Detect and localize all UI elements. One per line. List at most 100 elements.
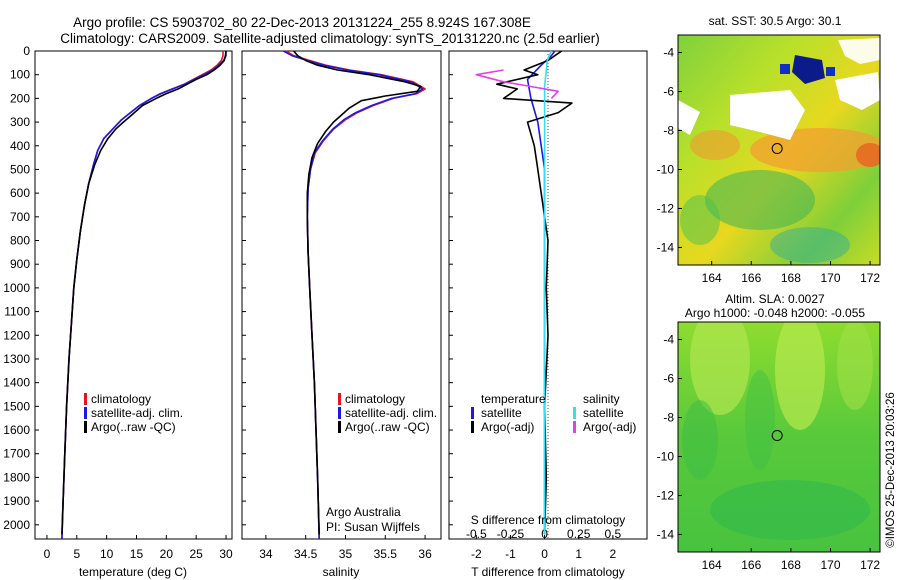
map-y-tick-label: -12 — [657, 488, 675, 502]
credit-institution: Argo Australia — [326, 505, 401, 519]
salinity-profile-lines — [283, 50, 426, 540]
sst-map-x-ticks: 164 166 168 170 172 — [702, 261, 880, 285]
imos-timestamp: ©IMOS 25-Dec-2013 20:03:26 — [885, 392, 897, 548]
legend-swatch-argo — [338, 421, 341, 433]
legend-label-argo: Argo(..raw -QC) — [91, 420, 176, 434]
legend-label-s-satellite: satellite — [583, 406, 624, 420]
header-line-1: Argo profile: CS 5903702_80 22-Dec-2013 … — [73, 15, 531, 30]
depth-tick-label: 1100 — [4, 305, 30, 319]
map-y-tick-label: -8 — [663, 411, 674, 425]
depth-tick-label: 1600 — [3, 423, 30, 437]
salinity-axis-label: salinity — [323, 565, 360, 579]
legend-swatch-climatology — [338, 393, 341, 405]
x-tick-label: 10 — [100, 547, 114, 561]
depth-tick-label: 900 — [10, 257, 30, 271]
depth-tick-label: 500 — [10, 162, 30, 176]
x-tick-label: 0 — [541, 547, 548, 561]
argo-float-marker — [771, 430, 783, 442]
map-y-tick-label: -8 — [663, 124, 674, 138]
x-tick-label: 1 — [575, 547, 582, 561]
legend-label-satellite: satellite-adj. clim. — [91, 406, 183, 420]
x-tick-label: -2 — [471, 547, 482, 561]
legend-label-satellite: satellite-adj. clim. — [345, 406, 437, 420]
depth-tick-label: 1900 — [3, 494, 30, 508]
depth-tick-label: 400 — [10, 139, 30, 153]
temperature-axis-label: temperature (deg C) — [79, 565, 187, 579]
t-difference-axis-label: T difference from climatology — [471, 565, 625, 579]
temperature-panel-frame — [34, 50, 233, 540]
difference-legend: temperature salinity satellite Argo(-adj… — [471, 392, 636, 434]
map-y-tick-label: -4 — [663, 46, 674, 60]
difference-profile-lines — [475, 50, 573, 535]
depth-tick-label: 1300 — [3, 352, 30, 366]
map-x-tick-label: 172 — [860, 558, 880, 572]
map-y-tick-label: -14 — [657, 527, 675, 541]
sla-map-subtitle: Argo h1000: -0.048 h2000: -0.055 — [685, 306, 865, 320]
map-x-tick-label: 166 — [741, 558, 761, 572]
legend-swatch-climatology — [84, 393, 87, 405]
depth-tick-label: 1700 — [3, 447, 30, 461]
legend-label-climatology: climatology — [91, 392, 151, 406]
series-line-climatology — [61, 51, 224, 540]
map-x-tick-label: 164 — [702, 271, 722, 285]
depth-tick-label: 1000 — [3, 281, 30, 295]
series-line-temperature-satellite — [526, 50, 556, 535]
x-tick-label: 20 — [160, 547, 174, 561]
temperature-x-ticks: 0 5 10 15 20 25 30 — [44, 535, 233, 561]
x-tick-label: 15 — [130, 547, 144, 561]
x-tick-label: 30 — [219, 547, 233, 561]
argo-float-marker — [771, 143, 783, 155]
x-tick-label: 5 — [73, 547, 80, 561]
s-difference-x-ticks: -0.5 -0.25 0 0.25 0.5 — [466, 527, 622, 541]
series-line-climatology — [285, 50, 426, 540]
salinity-legend: climatology satellite-adj. clim. Argo(..… — [338, 392, 437, 434]
depth-axis-ticks: 0 100 200 300 400 500 600 700 800 900 1000 1100 1200… — [3, 44, 453, 532]
s-diff-tick-label: -0.5 — [466, 527, 487, 541]
legend-label-climatology: climatology — [345, 392, 405, 406]
map-y-tick-label: -12 — [657, 201, 675, 215]
salinity-panel-frame — [241, 50, 442, 540]
map-y-tick-label: -10 — [657, 449, 675, 463]
depth-tick-label: 200 — [10, 91, 30, 105]
series-line-satellite-adj-clim — [283, 50, 424, 540]
credit-pi: PI: Susan Wijffels — [326, 520, 420, 534]
x-tick-label: 35.5 — [374, 547, 398, 561]
depth-tick-label: 1200 — [3, 328, 30, 342]
legend-swatch-satellite — [338, 407, 341, 419]
s-diff-tick-label: 0.25 — [567, 527, 591, 541]
depth-tick-label: 1500 — [3, 399, 30, 413]
series-line-argo-raw-qc — [293, 50, 422, 535]
sst-map-y-ticks: -4 -6 -8 -10 -12 -14 — [657, 46, 682, 254]
depth-tick-label: 0 — [23, 44, 30, 58]
legend-swatch-s-argo — [573, 421, 576, 433]
sst-map — [678, 35, 880, 265]
sla-map-frame — [677, 321, 881, 553]
legend-swatch-t-argo — [471, 421, 474, 433]
temperature-profile-lines — [61, 50, 227, 540]
depth-tick-label: 2000 — [3, 518, 30, 532]
sla-map-x-ticks: 164 166 168 170 172 — [702, 548, 880, 572]
x-tick-label: 25 — [190, 547, 204, 561]
s-difference-axis-label: S difference from climatology — [471, 513, 626, 527]
map-y-tick-label: -10 — [657, 162, 675, 176]
depth-tick-label: 1800 — [3, 470, 30, 484]
x-tick-label: 0 — [44, 547, 51, 561]
map-y-tick-label: -6 — [663, 372, 674, 386]
map-x-tick-label: 170 — [820, 558, 840, 572]
legend-swatch-s-satellite — [573, 407, 576, 419]
map-x-tick-label: 168 — [781, 271, 801, 285]
x-tick-label: 34.5 — [294, 547, 318, 561]
legend-heading-salinity: salinity — [583, 392, 620, 406]
depth-tick-label: 1400 — [3, 376, 30, 390]
legend-swatch-argo — [84, 421, 87, 433]
x-tick-label: 36 — [418, 547, 432, 561]
depth-tick-label: 700 — [10, 210, 30, 224]
sla-map-y-ticks: -4 -6 -8 -10 -12 -14 — [657, 333, 682, 541]
sst-map-frame — [677, 34, 881, 266]
depth-tick-label: 600 — [10, 186, 30, 200]
map-x-tick-label: 164 — [702, 558, 722, 572]
depth-tick-label: 300 — [10, 115, 30, 129]
legend-label-argo: Argo(..raw -QC) — [345, 420, 430, 434]
t-difference-x-ticks: -2 -1 0 1 2 — [471, 535, 617, 561]
